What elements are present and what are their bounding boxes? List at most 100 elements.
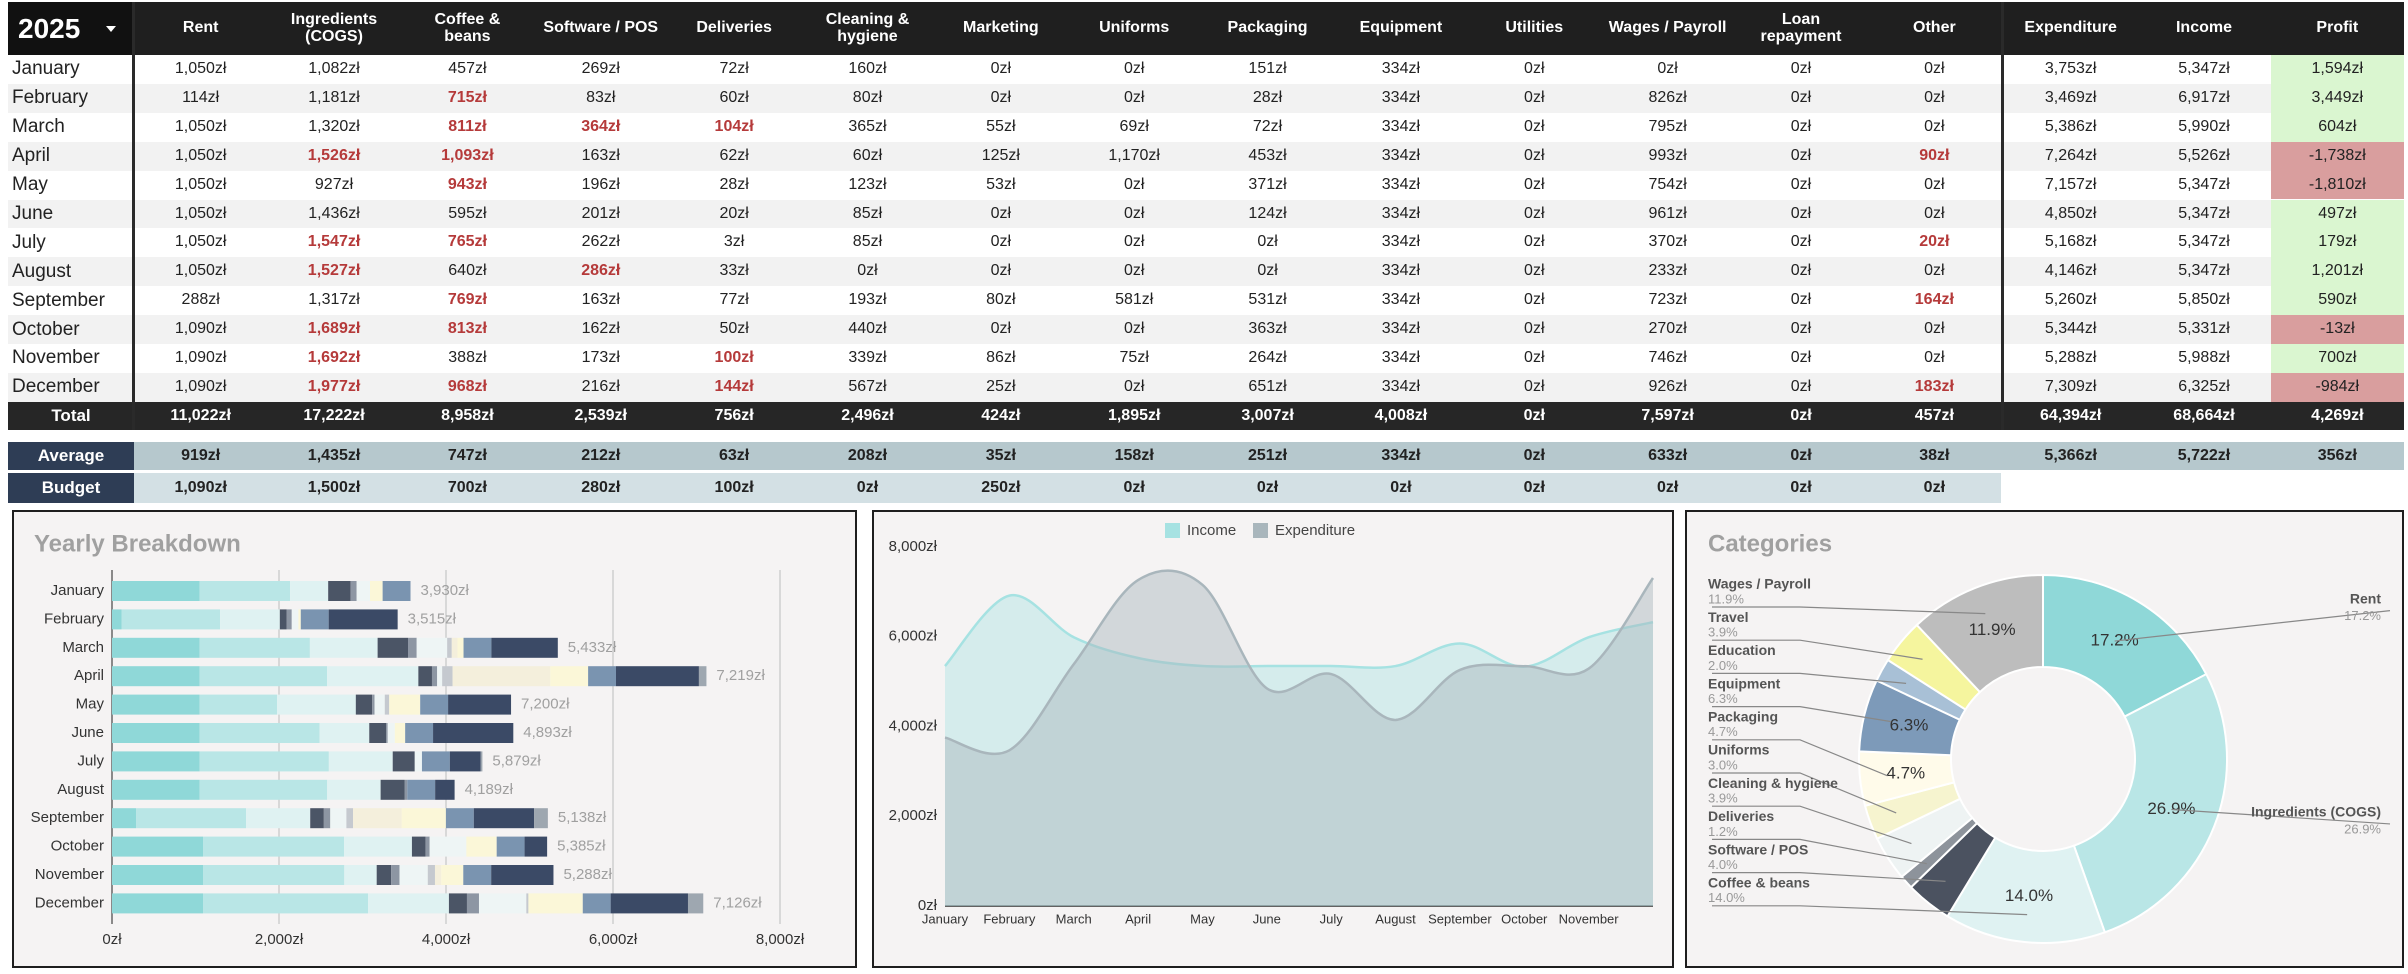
bar-segment [452,666,551,687]
slice-label: 6.3% [1890,716,1929,735]
table-cell: 811zł [448,117,487,135]
total-bg [8,402,2404,430]
table-cell: 1,050zł [174,175,227,193]
bar-segment [112,808,137,829]
table-cell: 0zł [1257,233,1278,251]
table-cell: 1,050zł [174,204,227,222]
table-cell: 5,347zł [2178,233,2230,251]
table-cell: 160zł [848,60,887,78]
bar-segment [199,637,310,658]
bar-segment [463,865,492,885]
bar-segment [434,865,442,885]
table-cell: 0zł [1524,204,1545,222]
bar-segment [463,637,492,658]
total-label: 7,200zł [521,696,570,713]
average-cell: 5,366zł [2044,446,2097,464]
table-cell: 1,317zł [308,291,360,309]
bar-segment [199,694,278,715]
month-label: June [12,202,54,224]
table-cell: 0zł [1123,233,1145,251]
bar-segment [425,836,430,857]
leader-line [1712,838,1927,865]
month-label: March [12,116,65,138]
table-cell: 1,050zł [174,60,227,78]
bar-segment [327,779,381,800]
bar-segment [376,865,392,885]
bar-segment [372,694,375,715]
table-cell: 5,850zł [2178,291,2230,309]
bar-segment [344,836,412,857]
bar-segment [401,808,446,829]
table-cell: 5,288zł [2044,349,2097,367]
table-cell: 264zł [1248,349,1287,367]
row-bg [8,228,2404,258]
leader-line [1712,639,1923,660]
table-cell: 700zł [2270,344,2404,373]
leader-line [2171,808,2391,825]
row-bg [8,199,2404,229]
bar-segment [418,666,432,687]
table-cell: 0zł [1924,262,1945,280]
table-cell: 1,201zł [2270,257,2404,287]
table-cell: 0zł [1924,320,1945,338]
x-tick-label: March [1056,911,1092,926]
total-cell: 3,007zł [1241,406,1294,424]
bar-segment [344,865,377,885]
table-cell: 7,309zł [2044,377,2097,395]
table-cell: 5,347zł [2178,204,2230,222]
table-cell: 0zł [990,262,1012,280]
bar-segment [431,666,438,687]
column-header: Deliveries [696,19,772,37]
row-bg [8,83,2404,113]
table-cell: 334zł [1381,291,1421,309]
table-cell: 590zł [2270,286,2404,316]
y-tick-label: 2,000zł [889,807,938,824]
bar-segment [290,581,329,601]
table-cell: 0zł [1123,320,1145,338]
bar-segment [550,666,589,687]
table-cell: 0zł [990,60,1012,78]
row-bg [8,55,2404,84]
y-tick-label: October [51,838,104,855]
table-cell: 33zł [719,262,749,280]
dropdown-arrow [106,26,116,32]
table-cell: 55zł [986,117,1016,135]
table-cell: 7,264zł [2044,146,2097,164]
total-label: 5,138zł [558,809,607,826]
x-tick-label: 8,000zł [756,931,805,948]
bar-segment [408,637,417,658]
table-cell: 0zł [990,320,1012,338]
bar-segment [382,581,411,601]
column-header: Profit [2316,19,2359,37]
table-cell: 334zł [1381,262,1421,280]
column-header: Income [2175,19,2232,37]
average-cell: 158zł [1114,446,1154,464]
table-cell: 0zł [1123,88,1145,106]
table-cell: 927zł [314,175,354,193]
row-bg [8,344,2404,373]
table-cell: 0zł [1790,204,1812,222]
month-label: August [12,260,72,282]
bar-segment [279,609,287,630]
bar-segment [246,808,311,829]
bar-segment [473,808,535,829]
table-cell: 72zł [719,60,749,78]
table-cell: 114zł [182,88,220,106]
x-tick-label: August [1375,911,1416,926]
total-label: 5,288zł [563,866,612,883]
y-tick-label: March [62,639,104,656]
year-selector[interactable]: 2025 [8,2,134,55]
y-tick-label: November [35,866,104,883]
table-cell: 334zł [1381,320,1421,338]
budget-cell: 0zł [1390,478,1412,496]
table-cell: 0zł [857,262,878,280]
total-cell: 0zł [1790,406,1812,424]
table-cell: 5,347zł [2178,262,2230,280]
table-cell: 3zł [723,233,745,251]
bar-segment [112,581,200,601]
bar-segment [441,865,464,885]
bar-segment [328,609,398,630]
table-cell: 1,692zł [307,349,361,367]
table-cell: 723zł [1648,291,1687,309]
